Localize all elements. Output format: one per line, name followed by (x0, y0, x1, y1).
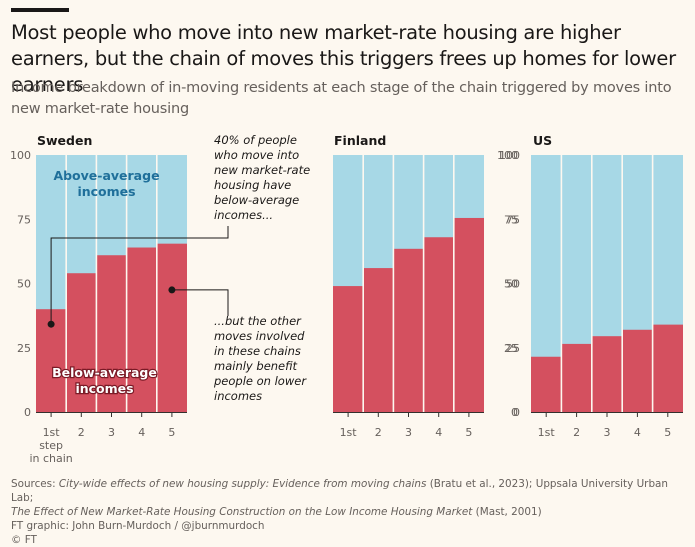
bar-below-us-3 (591, 336, 623, 412)
bar-below-sweden-2 (66, 273, 97, 412)
annotation-first-step: incomes... (214, 208, 273, 222)
chart-title: Most people who move into new market-rat… (11, 21, 676, 96)
annotation-later-steps: in these chains (214, 344, 301, 358)
x-tick-label: 2 (573, 426, 580, 439)
y-tick-label: 100 (10, 149, 31, 162)
bar-below-finland-1 (333, 286, 364, 412)
ft-top-bar (11, 8, 69, 12)
y-tick-label: 75 (17, 213, 31, 226)
panel-title-us: US (533, 133, 552, 148)
x-tick-label: 1st (43, 426, 61, 439)
x-tick-label: 1st (340, 426, 358, 439)
x-tick-label: in chain (29, 452, 72, 465)
y-tick-label: 25 (17, 342, 31, 355)
annotation-later-steps: incomes (214, 389, 262, 403)
bar-below-sweden-3 (96, 255, 127, 412)
bar-below-us-2 (561, 343, 592, 412)
credit-line: FT graphic: John Burn-Murdoch / @jburnmu… (11, 520, 265, 532)
y-tick-label: 100 (497, 149, 518, 162)
bar-below-finland-3 (393, 248, 424, 412)
label-above-average: Above-average (53, 168, 159, 183)
x-tick-label: 3 (604, 426, 611, 439)
annotation-first-step: new market-rate (214, 163, 310, 177)
y-tick-label: 100 (499, 149, 520, 162)
annotation-marker-dot (47, 320, 55, 328)
y-tick-label: 75 (504, 213, 518, 226)
x-tick-label: 1st (538, 426, 556, 439)
footer: Sources: City-wide effects of new housin… (11, 477, 691, 547)
bar-below-us-1 (531, 356, 562, 412)
x-tick-label: step (39, 439, 63, 452)
x-tick-label: 3 (405, 426, 412, 439)
bar-below-us-5 (652, 324, 683, 412)
chart-subtitle: Income breakdown of in-moving residents … (11, 80, 672, 117)
annotation-later-steps: people on lower (213, 374, 307, 388)
annotation-first-step: below-average (214, 193, 299, 207)
x-tick-label: 5 (664, 426, 671, 439)
y-tick-label: 50 (506, 278, 520, 291)
y-tick-label: 75 (506, 213, 520, 226)
x-tick-label: 4 (634, 426, 641, 439)
x-tick-label: 2 (375, 426, 382, 439)
bar-below-us-4 (622, 329, 653, 412)
annotation-marker-dot (168, 286, 176, 294)
x-tick-label: 3 (108, 426, 115, 439)
label-above-average: incomes (77, 184, 135, 199)
y-tick-label: 25 (506, 342, 520, 355)
y-tick-label: 0 (24, 406, 31, 419)
source-line-2: The Effect of New Market-Rate Housing Co… (11, 506, 542, 518)
x-tick-label: 2 (78, 426, 85, 439)
label-below-average: incomes (75, 381, 133, 396)
y-tick-label: 50 (17, 278, 31, 291)
y-tick-label: 0 (511, 406, 518, 419)
annotation-later-steps: moves involved (214, 329, 305, 343)
bar-below-finland-2 (363, 268, 394, 412)
label-below-average: Below-average (52, 365, 157, 380)
annotation-leader-line (171, 289, 229, 316)
annotation-leader-line (50, 226, 229, 325)
bar-below-finland-5 (453, 217, 484, 412)
annotation-first-step: who move into (214, 148, 299, 162)
y-tick-label: 0 (513, 406, 520, 419)
copyright-line: © FT (11, 534, 37, 546)
x-tick-label: 5 (168, 426, 175, 439)
y-tick-label: 25 (504, 342, 518, 355)
annotation-first-step: housing have (214, 178, 291, 192)
x-tick-label: 4 (138, 426, 145, 439)
y-tick-label: 50 (504, 278, 518, 291)
annotation-later-steps: mainly benefit (214, 359, 298, 373)
panel-title-finland: Finland (334, 133, 386, 148)
bar-below-finland-4 (423, 237, 454, 412)
source-line-1: Sources: City-wide effects of new housin… (11, 478, 669, 504)
bar-below-sweden-5 (156, 243, 187, 412)
x-tick-label: 5 (465, 426, 472, 439)
annotation-first-step: 40% of people (214, 133, 297, 147)
bar-below-sweden-4 (126, 247, 157, 412)
panel-title-sweden: Sweden (37, 133, 92, 148)
annotation-later-steps: ...but the other (214, 314, 302, 328)
x-tick-label: 4 (435, 426, 442, 439)
